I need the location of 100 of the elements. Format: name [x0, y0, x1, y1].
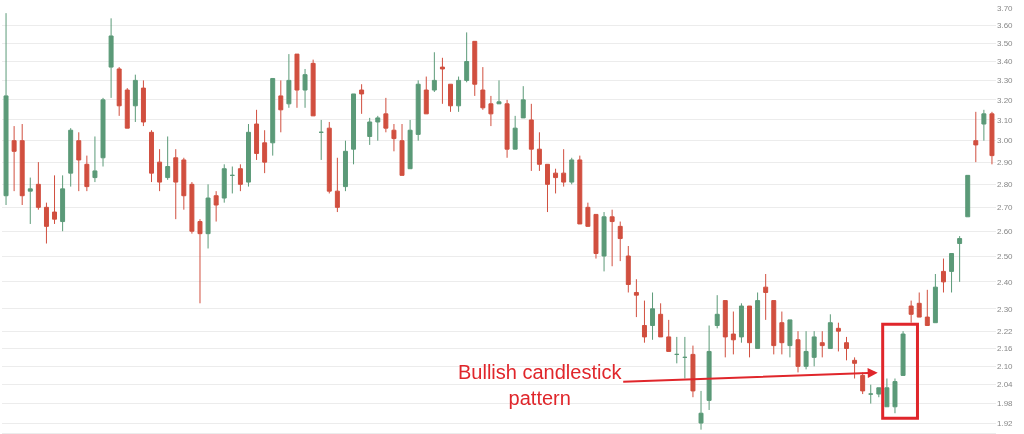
candlestick: [666, 319, 672, 352]
candlestick: [19, 123, 25, 206]
candlestick: [528, 103, 534, 172]
candlestick: [803, 330, 809, 370]
candlestick: [423, 76, 429, 115]
candlestick: [682, 336, 688, 380]
candlestick: [391, 123, 397, 152]
candlestick: [480, 66, 486, 111]
y-tick-label: 2.40: [997, 277, 1014, 287]
candlestick: [924, 289, 930, 327]
candlestick: [383, 97, 389, 133]
candlestick: [140, 79, 146, 127]
candlestick: [367, 117, 373, 146]
candlestick: [278, 79, 284, 133]
candlestick: [520, 85, 526, 119]
candlestick: [270, 77, 276, 157]
y-tick-label: 1.98: [997, 399, 1014, 409]
candlestick: [76, 131, 82, 192]
candlestick: [294, 53, 300, 109]
candlestick: [407, 119, 413, 170]
candlestick: [286, 53, 292, 109]
candlestick: [246, 123, 251, 188]
candlestick: [488, 95, 494, 127]
candlestick: [561, 148, 567, 188]
y-tick-label: 2.16: [997, 344, 1014, 354]
candlestick: [359, 83, 365, 115]
candlestick: [11, 125, 17, 192]
candlestick: [747, 305, 752, 358]
candlestick: [690, 345, 696, 398]
candlestick: [787, 319, 793, 358]
candlestick: [940, 258, 946, 293]
candlestick: [755, 291, 761, 350]
candlestick: [545, 163, 550, 213]
candlestick: [908, 300, 914, 324]
candlestick: [730, 311, 736, 355]
candlestick: [633, 278, 639, 318]
candlestick: [132, 74, 138, 123]
candlestick: [431, 51, 437, 93]
candlestick: [52, 174, 58, 225]
y-tick-label: 3.50: [997, 38, 1014, 48]
candlestick: [706, 325, 712, 411]
candlestick: [650, 291, 656, 341]
candlestick: [84, 155, 90, 192]
candlestick: [254, 109, 260, 161]
candlestick: [326, 121, 332, 194]
candlestick: [641, 300, 647, 344]
candlestick: [973, 111, 979, 163]
y-tick-label: 3.70: [997, 3, 1014, 13]
candlestick: [512, 115, 518, 150]
candlestick: [957, 235, 963, 283]
candlestick: [399, 123, 405, 176]
candlestick: [771, 300, 777, 355]
candlestick: [674, 336, 680, 364]
candlestick: [827, 313, 833, 350]
candlestick: [124, 87, 130, 129]
candlestick: [932, 273, 938, 324]
candlestick: [795, 330, 801, 373]
y-tick-label: 2.22: [997, 326, 1014, 336]
candlestick: [237, 163, 243, 192]
candlestick: [3, 12, 9, 206]
y-tick-label: 2.50: [997, 251, 1014, 261]
candlestick: [722, 300, 728, 358]
candlestick: [916, 291, 922, 318]
candlestick: [779, 311, 785, 355]
candlestick: [844, 336, 849, 361]
candlestick: [553, 168, 559, 194]
candlestick: [43, 202, 49, 244]
candlestick: [68, 127, 74, 188]
candlestick: [658, 302, 664, 338]
candlestick: [213, 190, 219, 223]
candlestick: [577, 155, 583, 225]
candlestick: [472, 40, 478, 97]
candlestick: [302, 68, 308, 109]
candlestick: [811, 330, 817, 367]
y-tick-label: 2.60: [997, 227, 1014, 237]
y-tick-label: 3.20: [997, 95, 1014, 105]
candlestick: [439, 57, 445, 105]
candlestick: [496, 79, 502, 105]
y-tick-label: 3.60: [997, 21, 1014, 31]
candlestick: [835, 322, 841, 352]
candlestick: [569, 157, 575, 185]
candlestick: [504, 99, 510, 159]
candlestick: [989, 111, 995, 165]
candlestick: [593, 213, 599, 260]
candlestick: [342, 140, 348, 192]
candlestick: [852, 356, 858, 380]
candlestick: [415, 79, 421, 142]
y-tick-label: 2.04: [997, 380, 1014, 390]
candlestick: [601, 211, 607, 272]
candlestick: [92, 135, 98, 183]
candlestick: [100, 97, 106, 168]
candlestick: [892, 378, 898, 414]
candlestick: [108, 17, 114, 99]
candlestick: [738, 302, 744, 344]
y-tick-label: 3.30: [997, 76, 1014, 86]
candlestick: [205, 183, 211, 249]
candlestick: [464, 31, 470, 83]
candlestick: [27, 177, 33, 225]
candlestick: [609, 209, 615, 267]
y-tick-label: 2.70: [997, 203, 1014, 213]
